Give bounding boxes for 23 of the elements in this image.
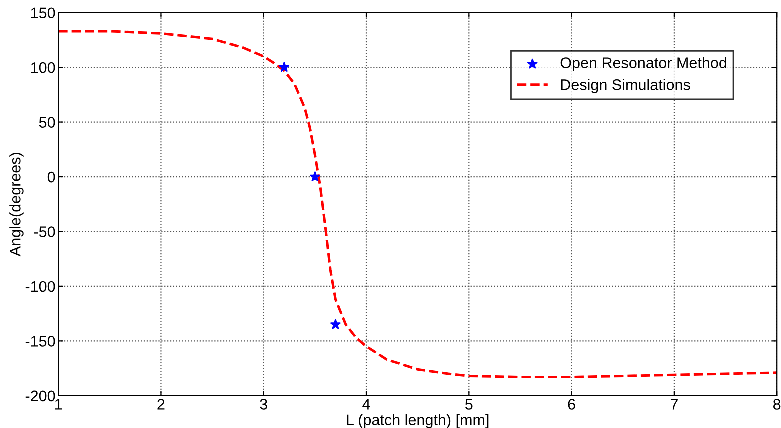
y-tick-label: 150 — [31, 8, 56, 19]
legend-label: Open Resonator Method — [560, 57, 726, 72]
point — [310, 172, 320, 182]
line-series — [58, 30, 778, 379]
x-tick-label: 1 — [55, 399, 62, 410]
y-tick-label: -200 — [26, 390, 56, 402]
x-tick-label: 5 — [466, 399, 473, 410]
point — [279, 62, 290, 72]
y-tick-label: -150 — [26, 336, 56, 347]
legend-label: Design Simulations — [561, 79, 690, 94]
y-tick-label: 100 — [31, 62, 56, 74]
y-axis-title: Angle(degrees) — [10, 153, 24, 257]
x-tick-label: 2 — [158, 399, 165, 410]
x-tick-label: 3 — [260, 399, 268, 410]
x-tick-label: 6 — [568, 399, 576, 410]
x-tick-label: 7 — [670, 399, 678, 410]
point — [330, 319, 341, 330]
y-tick-label: -50 — [34, 226, 56, 238]
x-tick-label: 4 — [362, 399, 370, 410]
y-tick-label: 50 — [39, 117, 56, 128]
x-tick-label: 8 — [774, 399, 781, 410]
y-tick-label: -100 — [26, 281, 56, 292]
y-tick-label: 0 — [48, 172, 56, 183]
